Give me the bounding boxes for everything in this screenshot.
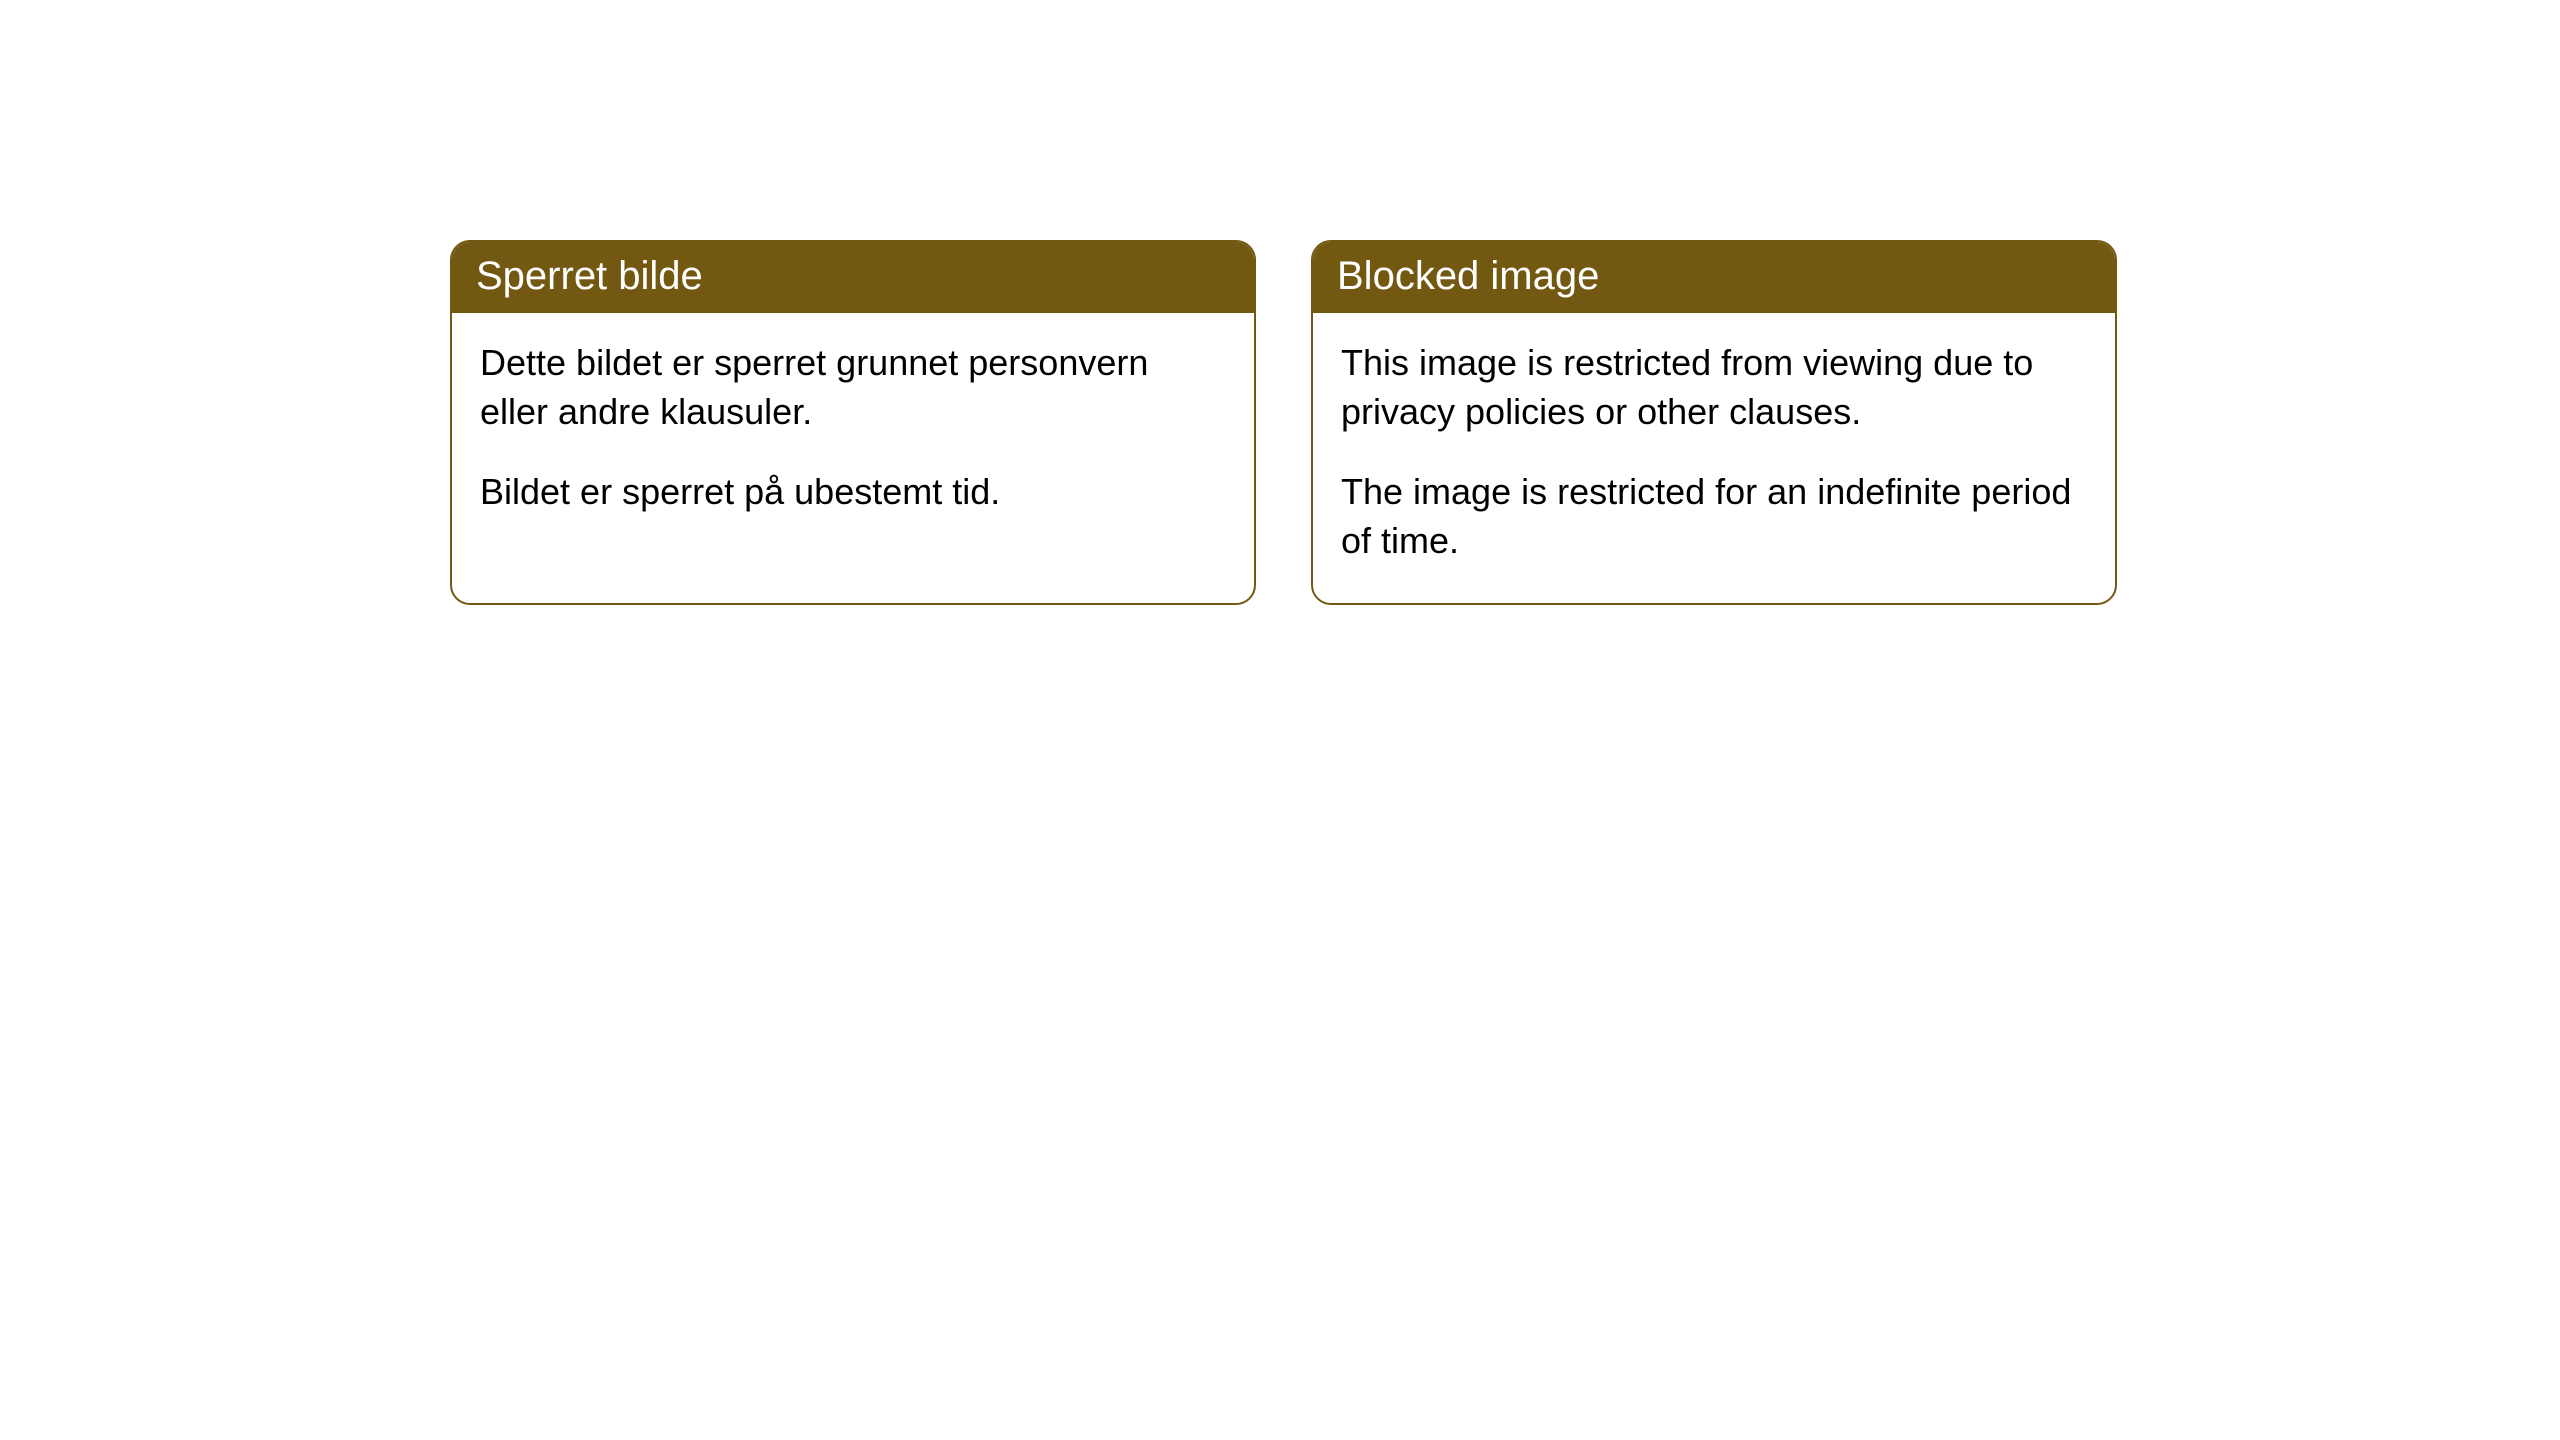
card-body: Dette bildet er sperret grunnet personve… (452, 313, 1254, 555)
cards-container: Sperret bilde Dette bildet er sperret gr… (450, 240, 2560, 605)
card-paragraph-2: Bildet er sperret på ubestemt tid. (480, 468, 1226, 517)
card-body: This image is restricted from viewing du… (1313, 313, 2115, 603)
card-title: Sperret bilde (476, 254, 703, 298)
card-paragraph-1: This image is restricted from viewing du… (1341, 339, 2087, 436)
blocked-image-card-norwegian: Sperret bilde Dette bildet er sperret gr… (450, 240, 1256, 605)
card-paragraph-1: Dette bildet er sperret grunnet personve… (480, 339, 1226, 436)
card-title: Blocked image (1337, 254, 1599, 298)
card-header: Blocked image (1313, 242, 2115, 313)
blocked-image-card-english: Blocked image This image is restricted f… (1311, 240, 2117, 605)
card-paragraph-2: The image is restricted for an indefinit… (1341, 468, 2087, 565)
card-header: Sperret bilde (452, 242, 1254, 313)
